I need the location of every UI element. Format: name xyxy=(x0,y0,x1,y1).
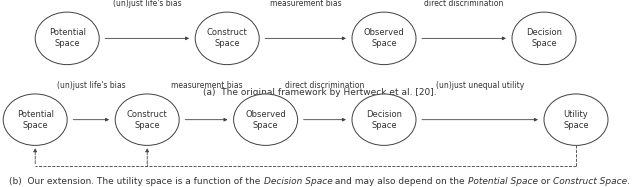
Text: Potential
Space: Potential Space xyxy=(17,110,54,130)
Ellipse shape xyxy=(3,94,67,145)
Ellipse shape xyxy=(195,12,259,65)
Ellipse shape xyxy=(234,94,298,145)
Text: Potential Space: Potential Space xyxy=(468,177,538,186)
Text: Decision
Space: Decision Space xyxy=(366,110,402,130)
Ellipse shape xyxy=(115,94,179,145)
Text: Construct Space: Construct Space xyxy=(553,177,627,186)
Text: Potential
Space: Potential Space xyxy=(49,28,86,48)
Text: (un)just unequal utility: (un)just unequal utility xyxy=(436,81,524,90)
Ellipse shape xyxy=(512,12,576,65)
Text: Decision
Space: Decision Space xyxy=(526,28,562,48)
Text: (b)  Our extension. The utility space is a function of the: (b) Our extension. The utility space is … xyxy=(9,177,264,186)
Text: measurement bias: measurement bias xyxy=(270,0,341,8)
Ellipse shape xyxy=(352,94,416,145)
Text: Observed
Space: Observed Space xyxy=(245,110,286,130)
Text: (a)  The original framework by Hertweck et al. [20].: (a) The original framework by Hertweck e… xyxy=(203,88,437,97)
Text: and may also depend on the: and may also depend on the xyxy=(332,177,468,186)
Text: Observed
Space: Observed Space xyxy=(364,28,404,48)
Ellipse shape xyxy=(352,12,416,65)
Ellipse shape xyxy=(544,94,608,145)
Text: measurement bias: measurement bias xyxy=(171,81,242,90)
Text: Utility
Space: Utility Space xyxy=(563,110,589,130)
Text: Construct
Space: Construct Space xyxy=(207,28,248,48)
Text: (un)just life's bias: (un)just life's bias xyxy=(113,0,182,8)
Text: direct discrimination: direct discrimination xyxy=(424,0,504,8)
Text: or: or xyxy=(538,177,553,186)
Text: Decision Space: Decision Space xyxy=(264,177,332,186)
Text: direct discrimination: direct discrimination xyxy=(285,81,365,90)
Text: Construct
Space: Construct Space xyxy=(127,110,168,130)
Text: .: . xyxy=(627,177,630,186)
Text: (un)just life's bias: (un)just life's bias xyxy=(57,81,125,90)
Ellipse shape xyxy=(35,12,99,65)
